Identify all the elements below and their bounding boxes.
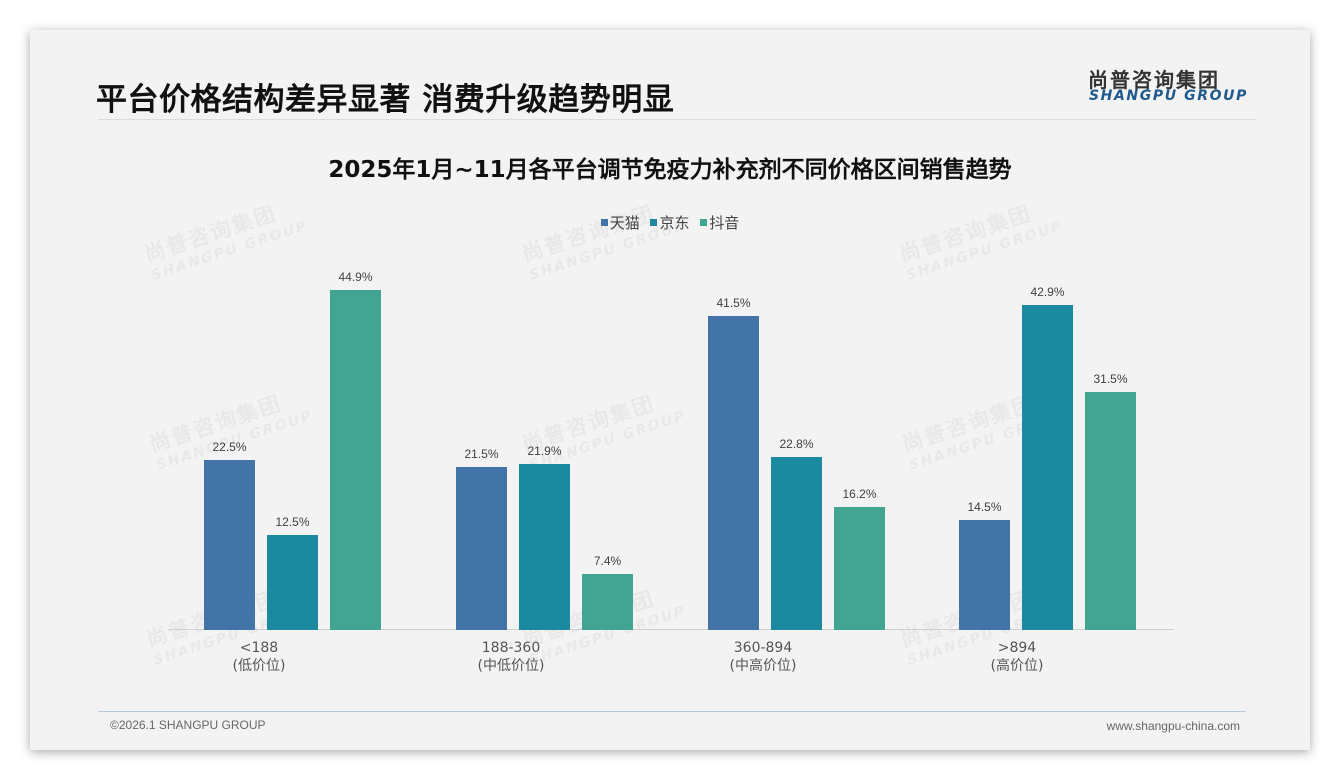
bar-jd-1[interactable]: [519, 464, 570, 630]
bar-value-label: 22.5%: [212, 439, 247, 454]
price-tier: (高价位): [990, 658, 1044, 674]
x-axis-category-label: >894 (高价位): [927, 639, 1107, 675]
price-range: >894: [997, 640, 1037, 656]
bar-douyin-3[interactable]: [1085, 391, 1136, 630]
footer-divider: [98, 711, 1246, 712]
bar-value-label: 44.9%: [338, 270, 373, 285]
bar-value-label: 7.4%: [593, 553, 622, 568]
legend-swatch-tmall: [600, 219, 608, 226]
bar-value-label: 16.2%: [842, 487, 877, 502]
slide: 平台价格结构差异显著 消费升级趋势明显 尚普咨询集团 SHANGPU GROUP…: [30, 30, 1310, 750]
bar-tmall-3[interactable]: [959, 520, 1010, 630]
legend-item-jd[interactable]: 京东: [650, 212, 690, 233]
bar-douyin-2[interactable]: [834, 507, 885, 630]
price-range: 360-894: [733, 640, 793, 656]
bar-value-label: 42.9%: [1030, 285, 1065, 300]
title-divider: [98, 119, 1256, 120]
bar-jd-2[interactable]: [771, 457, 822, 630]
bar-value-label: 12.5%: [275, 515, 310, 530]
logo-chinese: 尚普咨询集团: [1088, 68, 1220, 92]
price-tier: (中高价位): [729, 658, 797, 674]
price-range: <188: [239, 640, 279, 656]
legend-item-tmall[interactable]: 天猫: [600, 212, 640, 233]
bar-tmall-0[interactable]: [204, 459, 255, 630]
price-tier: (低价位): [232, 658, 286, 674]
legend-swatch-jd: [650, 219, 658, 226]
footer-copyright: ©2026.1 SHANGPU GROUP: [110, 718, 266, 732]
bar-tmall-1[interactable]: [456, 467, 507, 630]
bar-tmall-2[interactable]: [708, 315, 759, 630]
chart-legend: 天猫 京东 抖音: [30, 212, 1310, 233]
bar-value-label: 14.5%: [967, 500, 1002, 515]
chart-title: 2025年1月~11月各平台调节免疫力补充剂不同价格区间销售趋势: [328, 157, 1012, 183]
bar-douyin-0[interactable]: [330, 290, 381, 630]
bar-value-label: 21.9%: [527, 444, 562, 459]
bar-value-label: 41.5%: [716, 295, 751, 310]
logo-english: SHANGPU GROUP: [1089, 88, 1248, 104]
bar-jd-3[interactable]: [1022, 305, 1073, 630]
legend-swatch-douyin: [700, 219, 708, 226]
bar-value-label: 31.5%: [1093, 371, 1128, 386]
footer-website: www.shangpu-china.com: [1106, 719, 1240, 733]
bar-value-label: 21.5%: [464, 447, 499, 462]
price-tier: (中低价位): [477, 658, 545, 674]
legend-label: 天猫: [609, 214, 640, 232]
x-axis-category-label: 188-360 (中低价位): [421, 639, 601, 675]
legend-label: 抖音: [709, 214, 740, 232]
price-range: 188-360: [481, 640, 541, 656]
bar-value-label: 22.8%: [779, 437, 814, 452]
bar-chart-plot-area: 22.5% 12.5% 44.9% 21.5% 21.9% 7.4% 41.5% 22.8% 1…: [168, 250, 1174, 630]
page-title: 平台价格结构差异显著 消费升级趋势明显: [96, 82, 675, 118]
bar-jd-0[interactable]: [267, 535, 318, 630]
bar-douyin-1[interactable]: [582, 573, 633, 630]
x-axis-category-label: 360-894 (中高价位): [673, 639, 853, 675]
legend-item-douyin[interactable]: 抖音: [700, 212, 739, 233]
x-axis-category-label: <188 (低价位): [169, 639, 349, 675]
x-axis-line: [168, 629, 1174, 630]
legend-label: 京东: [659, 214, 690, 232]
